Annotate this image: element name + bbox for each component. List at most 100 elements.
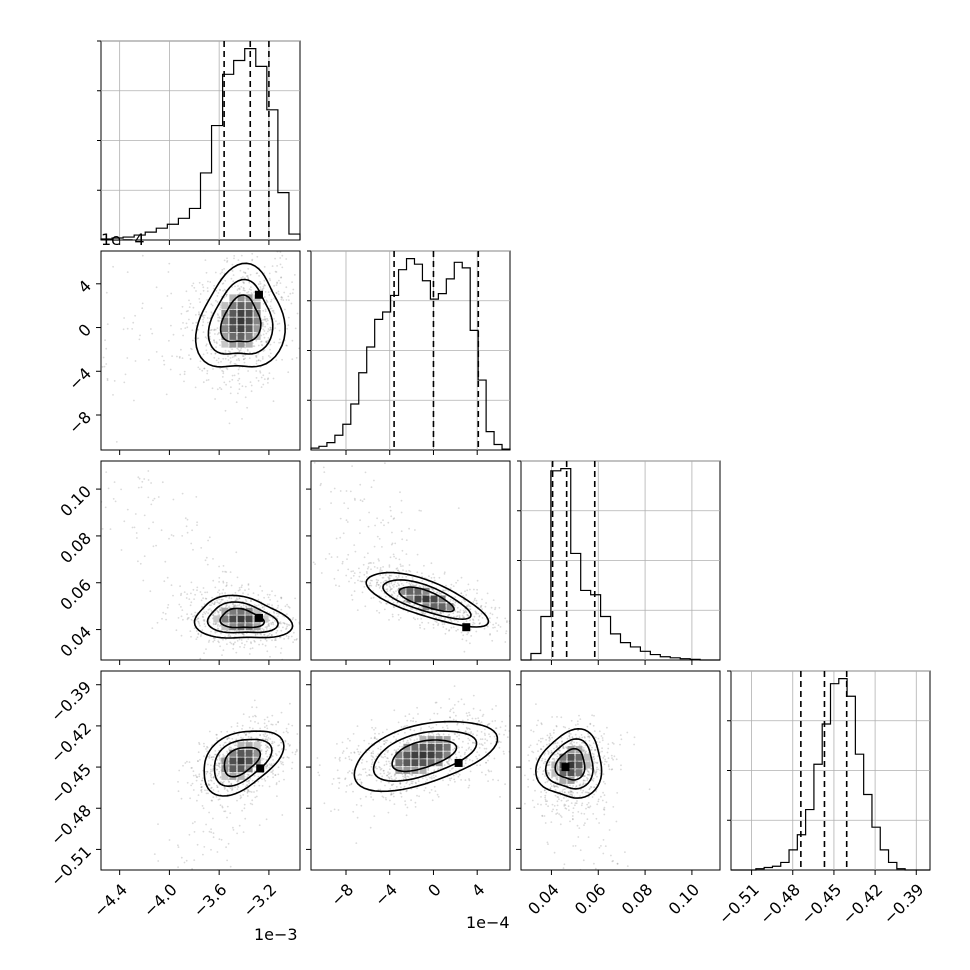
sample-point: [259, 288, 262, 291]
sample-point: [366, 572, 368, 574]
sample-point: [278, 750, 281, 753]
sample-point: [286, 623, 288, 626]
sample-point: [582, 741, 584, 744]
sample-point: [490, 606, 493, 609]
sample-point: [292, 797, 294, 799]
sample-point: [276, 600, 279, 603]
sample-point: [112, 265, 114, 268]
sample-point: [367, 525, 370, 528]
sample-point: [270, 634, 273, 636]
sample-point: [231, 378, 234, 381]
sample-point: [246, 780, 249, 783]
sample-point: [405, 539, 408, 541]
sample-point: [333, 577, 336, 580]
sample-point: [203, 873, 205, 875]
sample-point: [418, 795, 420, 798]
sample-point: [239, 292, 242, 294]
sample-point: [346, 521, 349, 523]
sample-point: [449, 710, 451, 713]
sample-point: [421, 777, 424, 780]
sample-point: [448, 733, 450, 736]
sample-point: [356, 778, 359, 781]
density-cell: [237, 742, 245, 750]
sample-point: [402, 726, 405, 729]
sample-point: [223, 780, 225, 783]
sample-point: [216, 342, 218, 345]
sample-point: [254, 766, 256, 768]
sample-point: [584, 736, 586, 739]
sample-point: [236, 780, 239, 783]
sample-point: [264, 291, 267, 293]
sample-point: [75, 343, 77, 345]
sample-point: [453, 615, 455, 618]
sample-point: [237, 780, 239, 783]
sample-point: [210, 828, 213, 831]
sample-point: [265, 724, 268, 727]
sample-point: [180, 328, 183, 330]
sample-point: [237, 368, 240, 371]
sample-point: [397, 584, 400, 586]
sample-point: [207, 784, 210, 786]
sample-point: [410, 773, 413, 776]
sample-point: [134, 360, 137, 362]
sample-point: [161, 355, 164, 358]
sample-point: [231, 219, 233, 221]
sample-point: [197, 632, 200, 635]
contour-level-1: [203, 730, 285, 797]
sample-point: [280, 597, 283, 600]
sample-point: [541, 815, 544, 817]
sample-point: [376, 517, 378, 520]
sample-point: [464, 762, 467, 765]
sample-point: [218, 598, 221, 601]
sample-point: [216, 388, 219, 391]
sample-point: [341, 560, 344, 563]
sample-point: [291, 292, 294, 294]
sample-point: [216, 599, 218, 602]
sample-point: [397, 569, 400, 572]
contour-level-3: [398, 586, 455, 613]
sample-point: [202, 619, 205, 621]
sample-point: [594, 748, 597, 751]
sample-point: [454, 780, 456, 783]
sample-point: [76, 478, 78, 480]
sample-point: [206, 352, 209, 354]
sample-point: [458, 746, 460, 749]
sample-point: [335, 584, 337, 587]
sample-point: [132, 321, 135, 324]
sample-point: [231, 789, 233, 791]
sample-point: [269, 628, 272, 630]
sample-point: [593, 714, 595, 717]
sample-point: [242, 737, 244, 740]
sample-point: [244, 817, 247, 820]
sample-point: [41, 374, 43, 376]
sample-point: [463, 616, 466, 619]
density-cell: [398, 587, 406, 595]
sample-point: [228, 597, 231, 600]
sample-point: [338, 585, 341, 587]
contour-level-1: [194, 262, 286, 368]
sample-point: [418, 758, 420, 760]
sample-point: [352, 570, 354, 572]
sample-point: [258, 784, 261, 787]
sample-point: [430, 776, 433, 778]
sample-point: [389, 762, 392, 765]
density-cell: [229, 317, 237, 325]
sample-point: [223, 741, 226, 744]
sample-point: [247, 583, 250, 585]
sample-point: [438, 733, 440, 736]
sample-point: [287, 743, 290, 745]
sample-point: [248, 782, 251, 785]
sample-point: [403, 606, 405, 608]
sample-point: [476, 757, 479, 760]
sample-point: [435, 701, 438, 704]
sample-point: [383, 753, 386, 756]
sample-point: [218, 565, 221, 568]
sample-point: [234, 354, 237, 357]
sample-point: [402, 565, 404, 567]
sample-point: [267, 377, 270, 380]
sample-point: [364, 605, 367, 608]
sample-point: [602, 780, 605, 783]
sample-point: [289, 292, 292, 295]
sample-point: [458, 773, 461, 776]
